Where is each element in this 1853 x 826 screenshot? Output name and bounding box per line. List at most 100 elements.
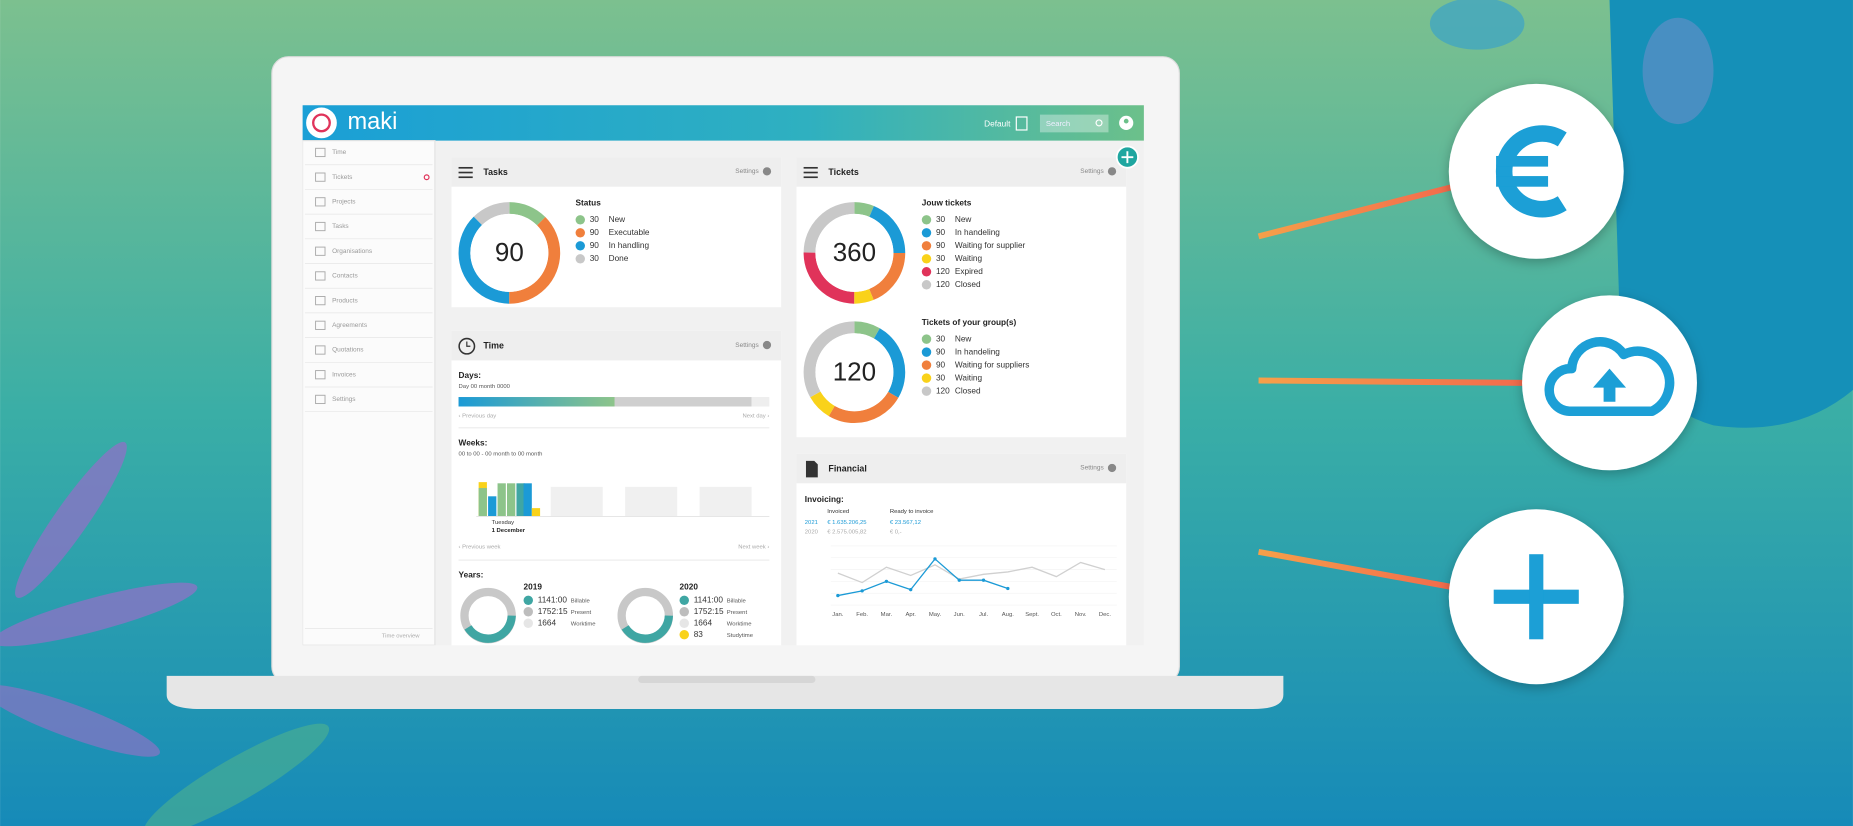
sidebar-item[interactable]: Tasks [332,223,349,230]
legend-dot [921,373,932,383]
row-invoiced: € 1.635.206,25 [827,520,867,526]
year-dot [523,618,533,628]
settings-gear[interactable] [762,340,772,350]
nav-link[interactable]: Next week › [738,545,769,551]
donut-total: 90 [495,237,524,267]
point [909,588,913,592]
year-label: Studytime [727,633,754,639]
year-dot [679,607,689,617]
card-settings[interactable]: Settings [1080,168,1104,175]
point [957,578,961,582]
workspace[interactable]: Default [984,119,1011,128]
donut-hole [815,213,894,292]
donut-segment [803,202,906,304]
nav-link[interactable]: Next day › [742,414,769,420]
add-button-plus [1121,151,1134,164]
connector [1257,183,1455,240]
legend-label: Waiting for suppliers [955,360,1030,369]
leaf-decor [0,684,160,757]
card-settings[interactable]: Settings [735,342,759,349]
legend-value: 30 [936,373,946,382]
leaf-decor [15,441,127,598]
year-label: Present [727,610,748,616]
settings-gear[interactable] [1107,463,1117,473]
sidebar-icon [315,147,326,158]
screen: maki Default Search Time Tickets Projects Task… [302,105,1144,646]
legend-dot [575,241,585,251]
legend-value: 90 [936,360,946,369]
year-value: 1141:00 [538,595,568,604]
laptop-notch [638,675,816,684]
legend-value: 90 [590,241,600,250]
nav-link[interactable]: ‹ Previous week [459,545,501,551]
card-header [796,453,1127,484]
sidebar-item[interactable]: Tickets [332,174,353,181]
leaf-decor [1642,17,1714,125]
card-settings[interactable]: Settings [735,168,759,175]
year-value: 1752:15 [694,607,724,616]
sidebar-item[interactable]: Contacts [332,273,358,280]
legend-label: Executable [609,228,650,237]
sidebar-icon [315,394,326,405]
card-title: Tasks [483,167,508,177]
sidebar-item[interactable]: Time [332,149,347,156]
week-bar [478,488,487,517]
donut-total: 360 [833,237,876,267]
x-tick-label: Dec. [1099,612,1111,618]
card-settings[interactable]: Settings [1080,465,1104,472]
user-head [1123,118,1129,124]
legend-dot [921,267,932,277]
sidebar-item[interactable]: Invoices [332,371,357,378]
sidebar-icon [315,197,326,207]
legend-dot [921,241,932,251]
point [884,579,889,584]
legend-value: 120 [936,267,950,276]
settings-gear[interactable] [762,167,772,176]
legend-value: 90 [936,241,946,250]
year-value: 1664 [538,618,557,627]
legend-label: Expired [955,267,983,276]
series-line [837,557,1009,597]
legend-dot [921,215,932,225]
year-value: 1141:00 [694,595,724,604]
year-label: Worktime [727,621,752,627]
year-label: Billable [727,598,747,604]
year-value: 1664 [694,618,713,627]
legend-dot [921,334,932,344]
sidebar-item[interactable]: Quotations [332,347,364,354]
legend-label: Waiting [955,254,983,263]
doc-icon [805,460,818,478]
legend-label: Closed [955,280,981,289]
legend-label: In handeling [955,228,1000,237]
legend-dot [921,360,932,370]
donut-hole [470,213,549,292]
x-tick-label: Jun. [954,612,965,618]
sidebar-item[interactable]: Agreements [332,322,368,329]
series-line [837,561,1106,584]
donut-segment [458,202,561,304]
clock-icon [458,337,476,355]
sidebar-footer[interactable]: Time overview [382,633,420,639]
legend-label: Done [609,254,629,263]
settings-gear[interactable] [1107,167,1117,176]
sidebar-item[interactable]: Settings [332,396,356,403]
card-header [451,330,782,361]
legend-label: In handeling [955,347,1000,356]
sidebar-item[interactable]: Organisations [332,248,373,255]
year-ring-part [621,615,674,643]
legend-title: Jouw tickets [922,198,972,207]
sidebar-item[interactable]: Products [332,297,358,304]
point [981,578,986,582]
nav-link[interactable]: ‹ Previous day [459,414,497,420]
week-placeholder [625,486,678,517]
search-box[interactable] [1039,114,1109,133]
legend-dot [575,254,585,264]
year-value: 83 [694,630,704,639]
year-dot [679,595,689,606]
sidebar-item[interactable]: Projects [332,199,356,206]
legend-label: New [609,215,626,224]
legend-value: 90 [936,347,946,356]
donut-hole [815,333,894,412]
card-header [796,157,1127,187]
legend-value: 120 [936,386,950,395]
